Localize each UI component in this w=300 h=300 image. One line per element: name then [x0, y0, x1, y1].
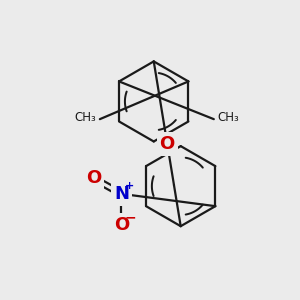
Text: CH₃: CH₃: [218, 111, 239, 124]
Text: +: +: [124, 181, 134, 191]
Text: O: O: [114, 216, 129, 234]
Text: −: −: [125, 210, 136, 224]
Text: N: N: [114, 185, 129, 203]
Text: O: O: [86, 169, 101, 188]
Text: O: O: [160, 135, 175, 153]
Text: CH₃: CH₃: [74, 111, 96, 124]
